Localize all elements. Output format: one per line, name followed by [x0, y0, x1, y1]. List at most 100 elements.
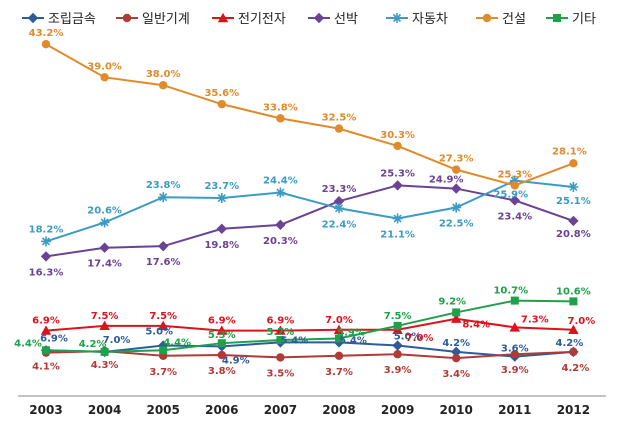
data-label: 39.0% [87, 61, 122, 72]
data-label: 24.4% [263, 176, 298, 187]
data-point [393, 141, 402, 151]
data-label: 5.4% [339, 335, 367, 346]
data-label: 6.9% [208, 316, 236, 327]
legend-label: 전기전자 [238, 12, 286, 27]
data-label: 22.5% [439, 219, 474, 230]
data-point [568, 215, 579, 227]
data-labels: 6.9% 7.0%5.0%4.9%5.4% 5.4% 5.0%4.2%3.6%4.2%… [14, 28, 595, 380]
data-point [451, 313, 462, 323]
data-point [451, 202, 462, 213]
data-point [510, 181, 519, 190]
data-label: 5.4% [281, 335, 309, 346]
data-point [41, 236, 51, 247]
legend-marker [482, 13, 492, 23]
data-label: 7.5% [91, 311, 119, 322]
data-label: 4.3% [91, 360, 119, 371]
data-label: 16.3% [29, 267, 64, 278]
data-point [509, 195, 520, 206]
data-point [452, 165, 461, 174]
data-label: 43.2% [29, 28, 64, 39]
data-point [569, 297, 578, 306]
data-point [392, 340, 403, 351]
legend-label: 일반기계 [142, 12, 190, 27]
data-label: 9.2% [438, 296, 466, 307]
legend-item: 건설 [476, 12, 526, 27]
data-point [510, 350, 519, 359]
data-label: 20.6% [87, 205, 122, 216]
data-point [40, 325, 52, 335]
legend-item: 전기전자 [212, 12, 286, 27]
data-point [100, 73, 109, 82]
data-point [393, 350, 402, 359]
data-point [568, 181, 579, 192]
legend-item: 조립금속 [22, 12, 96, 27]
data-point [334, 351, 344, 361]
data-label: 17.4% [87, 259, 122, 270]
x-axis: 2003 2004 2005 2006 2007 2008 2009 2010 2011 2012 [18, 395, 606, 417]
data-point [451, 346, 462, 358]
data-point [158, 192, 169, 203]
x-tick-label: 2004 [88, 403, 121, 417]
data-point [217, 99, 226, 109]
series-line-2 [45, 317, 574, 332]
data-point [509, 175, 520, 186]
data-label: 23.8% [146, 180, 181, 191]
data-label: 22.4% [322, 219, 357, 230]
data-point [392, 213, 403, 224]
x-tick-label: 2010 [439, 403, 472, 417]
data-point [334, 124, 344, 133]
x-tick-label: 2007 [264, 403, 297, 417]
data-label: 25.9% [493, 190, 528, 201]
legend-marker [313, 12, 325, 24]
data-label: 7.5% [149, 311, 177, 322]
legend-label: 조립금속 [48, 12, 96, 27]
data-point [275, 219, 286, 231]
data-label: 4.4% [14, 338, 42, 349]
data-label: 8.4% [462, 320, 490, 331]
data-point [276, 336, 285, 345]
data-label: 4.2% [79, 339, 107, 350]
data-point [334, 203, 344, 214]
data-point [99, 242, 110, 253]
x-tick-label: 2006 [205, 403, 238, 417]
data-label: 21.1% [380, 230, 415, 241]
data-label: 25.3% [497, 169, 532, 180]
data-point [158, 320, 169, 331]
data-point [100, 347, 109, 356]
data-label: 3.9% [384, 365, 412, 376]
x-tick-label: 2003 [29, 403, 62, 417]
data-label: 38.0% [146, 69, 181, 80]
data-label: 30.3% [380, 130, 415, 141]
data-point [452, 308, 461, 317]
data-label: 28.1% [552, 146, 587, 157]
legend-label: 기타 [572, 12, 596, 27]
series-line-6 [45, 299, 574, 353]
data-label: 3.7% [149, 367, 177, 378]
data-label: 3.6% [501, 344, 529, 355]
data-point [276, 114, 285, 123]
data-label: 23.4% [497, 211, 532, 222]
data-point [452, 353, 461, 363]
data-label: 4.1% [32, 362, 60, 373]
data-point [275, 187, 286, 198]
legend-item: 선박 [308, 12, 358, 27]
data-point [158, 240, 169, 252]
data-label: 4.2% [442, 338, 470, 349]
data-label: 6.9% [267, 316, 295, 327]
series-lines [45, 43, 574, 360]
data-label: 23.3% [322, 184, 357, 195]
data-point [569, 159, 578, 168]
x-tick-label: 2008 [322, 403, 355, 417]
data-label: 27.3% [439, 154, 474, 165]
data-label: 4.9% [222, 355, 250, 366]
data-label: 6.9% [32, 316, 60, 327]
data-point [568, 324, 579, 334]
data-label: 7.0% [103, 335, 131, 346]
data-point [217, 350, 226, 360]
data-label: 3.7% [325, 367, 353, 378]
x-tick-label: 2009 [381, 403, 414, 417]
data-label: 7.0% [568, 316, 596, 327]
data-label: 4.2% [556, 338, 584, 349]
data-label: 32.5% [322, 113, 357, 124]
series-line-0 [45, 341, 574, 358]
